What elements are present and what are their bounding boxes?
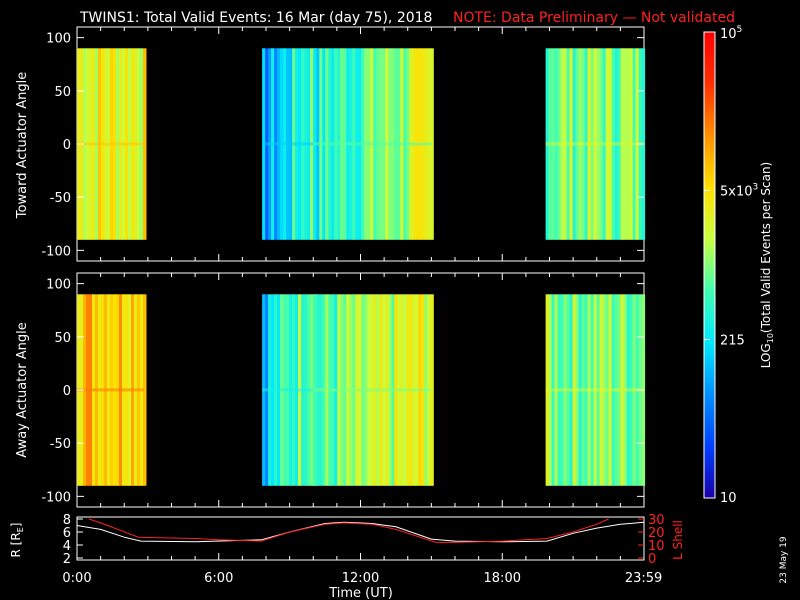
zero-angle-band — [545, 388, 644, 392]
colorbar-tick-label: 215 — [720, 334, 745, 349]
panel2-ylabel: Away Actuator Angle — [15, 322, 30, 457]
x-tick-label: 6:00 — [204, 571, 233, 586]
panel2-y-ticks: 100 50 0 -50 -100 — [41, 273, 645, 507]
heatmap-column — [143, 48, 147, 240]
zero-angle-band — [77, 388, 144, 392]
panel1-heatmap — [77, 48, 646, 240]
y-tick-label: 0 — [63, 384, 71, 399]
zero-angle-band — [262, 388, 314, 392]
y-tick-label: 50 — [54, 85, 71, 100]
toward-angle-panel: 100 50 0 -50 -100 Toward Actuator Angle — [15, 26, 646, 262]
y-tick-label: 100 — [46, 278, 71, 293]
l-tick-label: 0 — [648, 552, 656, 567]
l-shell-series-line — [88, 518, 609, 543]
date-stamp: 23 May 19 — [779, 536, 789, 584]
l-tick-label: 10 — [648, 539, 665, 554]
colorbar: 10 215 5x103 105 LOG10(Total Valid Events p… — [703, 25, 775, 506]
r-axis-label: R [RE] — [9, 523, 25, 558]
heatmap-column — [430, 48, 434, 240]
zero-angle-band — [313, 142, 432, 146]
panel1-ylabel: Toward Actuator Angle — [15, 72, 30, 219]
x-tick-label: 0:00 — [62, 571, 91, 586]
l-shell-axis-label: L Shell — [671, 520, 685, 560]
x-tick-label: 23:59 — [625, 571, 662, 586]
chart-title: TWINS1: Total Valid Events: 16 Mar (day … — [79, 10, 432, 26]
colorbar-label: LOG10(Total Valid Events per Scan) — [759, 162, 775, 369]
r-tick-label: 8 — [63, 513, 71, 528]
colorbar-strip — [703, 31, 716, 499]
x-tick-label: 12:00 — [342, 571, 379, 586]
x-axis-label: Time (UT) — [328, 586, 393, 600]
colorbar-tick-label: 105 — [720, 25, 742, 42]
panel3-frame — [76, 516, 645, 561]
x-tick-label: 18:00 — [484, 571, 521, 586]
l-tick-label: 30 — [648, 513, 665, 528]
r-tick-label: 4 — [63, 539, 71, 554]
y-tick-label: 0 — [63, 138, 71, 153]
heatmap-column — [430, 294, 434, 486]
panel2-heatmap — [77, 294, 646, 486]
y-tick-label: -50 — [50, 437, 71, 452]
y-tick-label: 50 — [54, 331, 71, 346]
colorbar-ticks: 10 215 5x103 105 — [704, 25, 758, 506]
r-tick-label: 6 — [63, 526, 71, 541]
l-tick-label: 20 — [648, 526, 665, 541]
y-tick-label: -50 — [50, 191, 71, 206]
zero-angle-band — [77, 142, 144, 146]
r-tick-label: 2 — [63, 552, 71, 567]
zero-angle-band — [262, 142, 314, 146]
heatmap-column — [143, 294, 147, 486]
away-angle-panel: 100 50 0 -50 -100 Away Actuator Angle — [15, 272, 646, 508]
zero-angle-band — [313, 388, 432, 392]
zero-angle-band — [545, 142, 644, 146]
r-series-line — [76, 521, 645, 543]
preliminary-note: NOTE: Data Preliminary — Not validated — [453, 10, 735, 26]
panel1-y-ticks: 100 50 0 -50 -100 — [41, 27, 645, 261]
y-tick-label: -100 — [41, 490, 71, 505]
colorbar-tick-label: 10 — [720, 491, 737, 506]
y-tick-label: -100 — [41, 244, 71, 259]
y-tick-label: 100 — [46, 32, 71, 47]
colorbar-tick-label: 5x103 — [720, 182, 758, 199]
